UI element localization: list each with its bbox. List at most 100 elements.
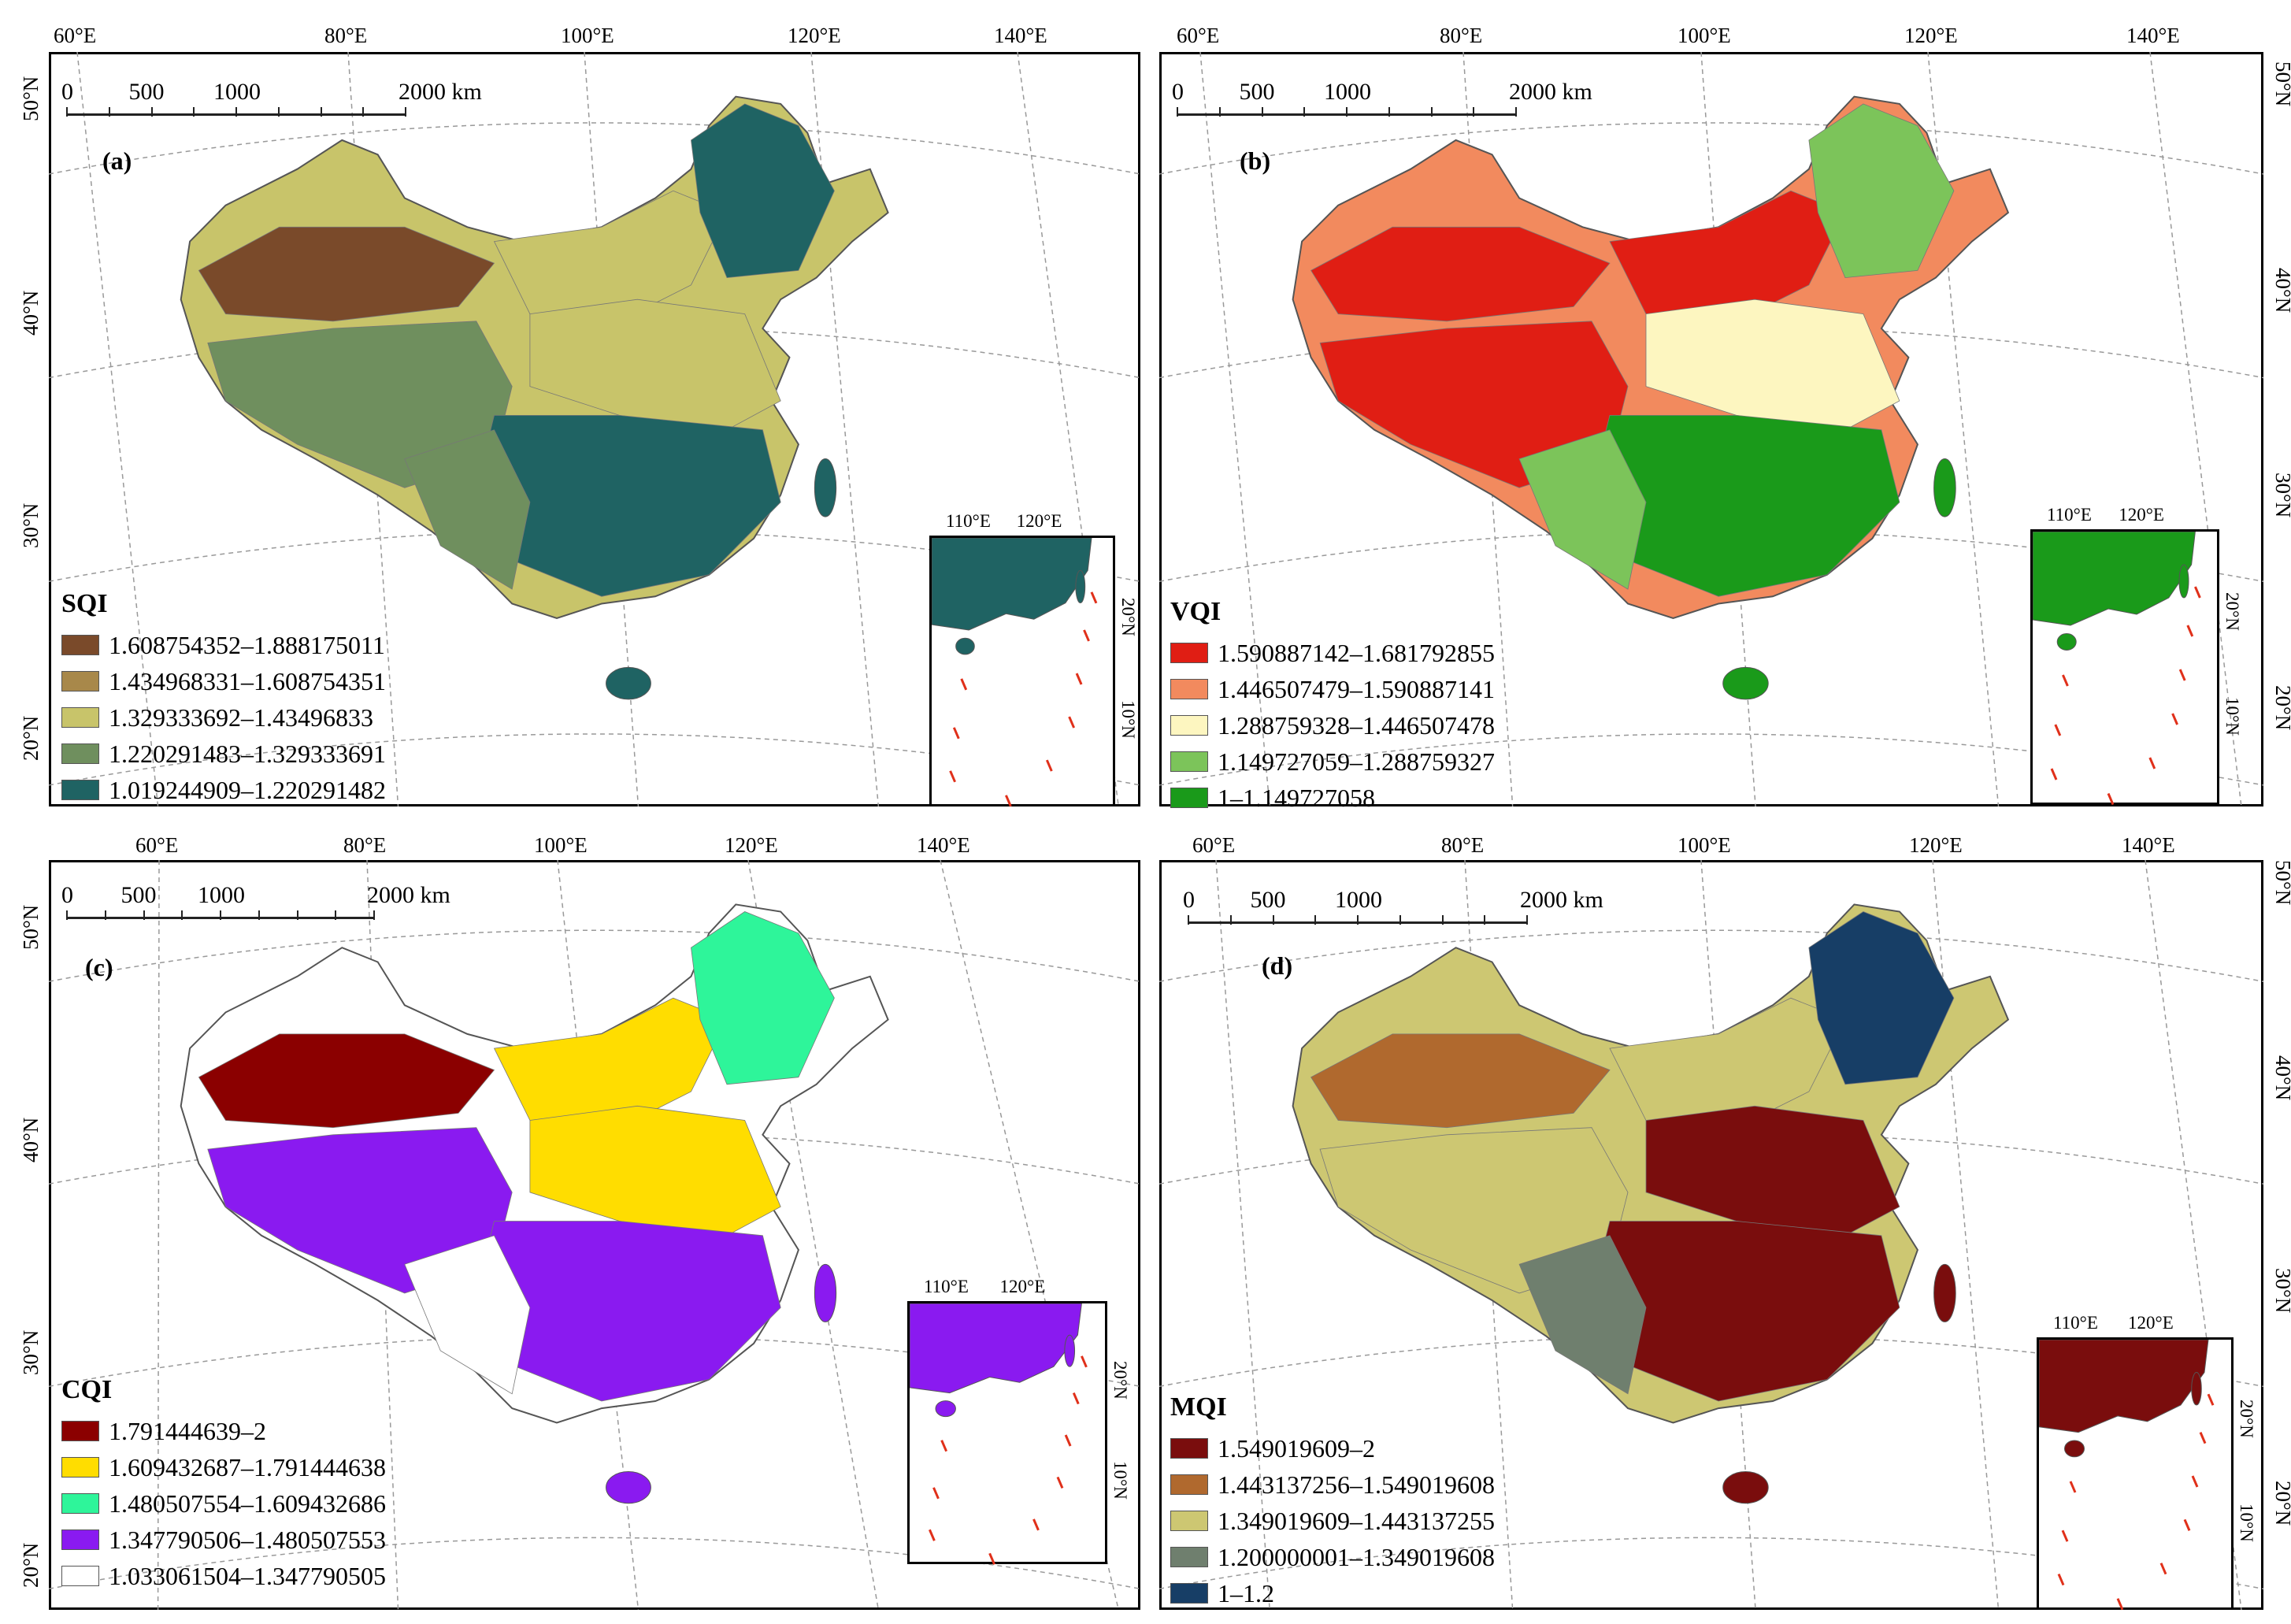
- inset-latitude-label: 20°N: [2237, 1400, 2256, 1438]
- longitude-label: 60°E: [1192, 833, 1236, 857]
- inset-hainan: [935, 1400, 956, 1418]
- scale-label: 500: [120, 882, 157, 908]
- scale-bar: 0 500 1000 2000 km: [61, 882, 450, 926]
- region-northeast: [691, 103, 835, 279]
- legend-swatch: [1170, 643, 1208, 663]
- longitude-label: 80°E: [343, 833, 387, 857]
- inset-longitude-label: 110°E: [2047, 505, 2092, 525]
- boundary-dash: [2050, 768, 2058, 780]
- inset-longitude-label: 120°E: [999, 1277, 1046, 1296]
- region-northwest: [198, 1033, 495, 1129]
- scale-label: 500: [1250, 887, 1286, 913]
- parallel-line: [48, 929, 1141, 982]
- inset-latitude-label: 10°N: [2222, 697, 2242, 736]
- parallel-line: [1158, 733, 2264, 786]
- legend-item: 1.446507479–1.590887141: [1170, 671, 1495, 707]
- legend-label: 1.347790506–1.480507553: [109, 1525, 386, 1554]
- scale-tick: [1441, 915, 1444, 925]
- scale-tick: [258, 910, 260, 920]
- scale-label: 1000: [1324, 79, 1371, 105]
- legend-title: CQI: [61, 1375, 113, 1404]
- inset-hainan: [2056, 633, 2077, 651]
- legend-swatch: [1170, 751, 1208, 772]
- inset-mainland: [2039, 1340, 2209, 1433]
- scale-tick: [1357, 915, 1359, 925]
- scale-tick: [1314, 915, 1317, 925]
- legend-item: 1.480507554–1.609432686: [61, 1485, 386, 1522]
- scale-label: 2000 km: [1520, 887, 1603, 913]
- legend-item: 1.549019609–2: [1170, 1430, 1495, 1466]
- region-central: [529, 298, 781, 431]
- scale-tick: [150, 107, 153, 117]
- legend-label: 1.609432687–1.791444638: [109, 1452, 386, 1481]
- boundary-dash: [2116, 1598, 2124, 1611]
- scale-bar: 0 500 1000 2000 km: [1172, 79, 1592, 123]
- region-southwest: [1518, 1235, 1647, 1395]
- parallel-line: [48, 1537, 1141, 1590]
- panel-label: (b): [1240, 146, 1271, 175]
- legend-swatch: [1170, 1438, 1208, 1459]
- boundary-dash: [1064, 1434, 1072, 1447]
- inset-taiwan: [1064, 1334, 1076, 1367]
- panel-label: (c): [85, 953, 113, 981]
- meridian-line: [1932, 859, 2000, 1611]
- south-china-sea-inset: 110°E 120°E 20°N 10°N: [907, 1277, 1130, 1565]
- boundary-dash: [988, 1552, 995, 1565]
- meridian-line: [1215, 859, 1270, 1611]
- longitude-label: 140°E: [2122, 833, 2175, 857]
- boundary-dash: [2061, 1529, 2069, 1542]
- boundary-dash: [1032, 1518, 1040, 1531]
- longitude-label: 140°E: [2126, 24, 2180, 47]
- legend-title: VQI: [1170, 597, 1221, 626]
- legend: MQI 1.549019609–2 1.443137256–1.549019608 1…: [1170, 1392, 1495, 1611]
- longitude-label: 140°E: [994, 24, 1047, 47]
- legend-title: SQI: [61, 589, 108, 618]
- legend-label: 1.434968331–1.608754351: [109, 666, 386, 695]
- legend-title: MQI: [1170, 1392, 1227, 1422]
- legend-item: 1.609432687–1.791444638: [61, 1449, 386, 1485]
- scale-tick: [1218, 107, 1221, 117]
- inset-longitude-label: 110°E: [924, 1277, 969, 1296]
- boundary-dash: [952, 727, 960, 740]
- scale-label: 500: [1239, 79, 1275, 105]
- legend-label: 1–1.149727058: [1218, 783, 1375, 812]
- latitude-label: 40°N: [2271, 1055, 2291, 1101]
- latitude-label: 30°N: [2271, 473, 2291, 518]
- legend-label: 1.443137256–1.549019608: [1218, 1470, 1495, 1499]
- scale-bar: 0 500 1000 2000 km: [1183, 887, 1603, 931]
- parallel-line: [1158, 122, 2264, 175]
- region-northeast: [1808, 911, 1955, 1085]
- latitude-label: 20°N: [19, 1542, 43, 1588]
- legend-label: 1.549019609–2: [1218, 1433, 1375, 1463]
- inset-map: [910, 1303, 1088, 1565]
- longitude-label: 120°E: [788, 24, 841, 47]
- scale-tick: [1261, 107, 1263, 117]
- latitude-label: 50°N: [2271, 61, 2291, 107]
- longitude-label: 140°E: [917, 833, 970, 857]
- latitude-label: 30°N: [19, 502, 43, 548]
- legend-label: 1.480507554–1.609432686: [109, 1489, 386, 1518]
- region-central: [1645, 298, 1900, 431]
- legend-swatch: [61, 743, 99, 764]
- scale-label: 2000 km: [367, 882, 450, 908]
- legend-label: 1.220291483–1.329333691: [109, 739, 386, 768]
- legend-item: 1.288759328–1.446507478: [1170, 707, 1495, 743]
- map-panel-vqi: 60°E 80°E 100°E 120°E 140°E 50°N 40°N 30°N 20°N 0…: [1145, 0, 2291, 819]
- boundary-dash: [2062, 674, 2069, 687]
- parallel-line: [48, 733, 1141, 786]
- boundary-dash: [1005, 795, 1012, 807]
- legend-item: 1.329333692–1.43496833: [61, 699, 386, 736]
- meridian-line: [2145, 859, 2242, 1611]
- legend-item: 1.149727059–1.288759327: [1170, 743, 1495, 780]
- inset-mainland: [910, 1303, 1082, 1394]
- scale-tick: [1515, 107, 1517, 117]
- scale-tick: [66, 107, 68, 117]
- legend-swatch: [61, 635, 99, 655]
- boundary-dash: [949, 770, 956, 783]
- inset-longitude-label: 110°E: [946, 511, 991, 531]
- region-southwest: [404, 429, 531, 590]
- latitude-label: 30°N: [2271, 1268, 2291, 1314]
- scale-tick: [277, 107, 280, 117]
- longitude-label: 120°E: [1904, 24, 1958, 47]
- boundary-dash: [960, 678, 968, 691]
